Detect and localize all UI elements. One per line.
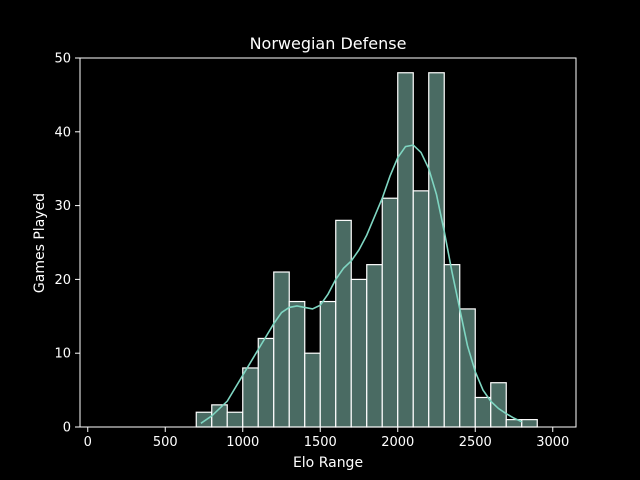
- kde-curve: [200, 144, 523, 424]
- y-axis: 0 10 20 30 40 50: [54, 52, 80, 436]
- histogram-bar: [459, 308, 476, 428]
- histogram-bar: [412, 190, 430, 428]
- histogram-bar: [288, 300, 306, 428]
- y-tick-label: 10: [54, 347, 71, 362]
- histogram-bar: [381, 197, 399, 428]
- histogram-bar: [257, 337, 275, 428]
- histogram-bar: [273, 271, 290, 428]
- histogram-bar: [366, 264, 383, 428]
- histogram-bar: [474, 396, 492, 428]
- histogram-bar: [319, 300, 337, 428]
- x-tick-label: 1500: [304, 435, 337, 450]
- y-tick-label: 20: [54, 273, 71, 288]
- x-axis-label: Elo Range: [293, 455, 363, 471]
- histogram-bar: [490, 382, 507, 428]
- histogram-bar: [521, 419, 538, 428]
- x-axis: 0 500 1000 1500 2000 2500 3000: [84, 427, 569, 450]
- plot-frame: [79, 57, 577, 428]
- x-tick-label: 2500: [459, 435, 492, 450]
- histogram-bar: [443, 264, 461, 428]
- x-tick-label: 3000: [536, 435, 569, 450]
- chart-title: Norwegian Defense: [250, 34, 407, 53]
- histogram-bar: [242, 367, 259, 428]
- x-tick-label: 1000: [226, 435, 259, 450]
- x-tick-label: 2000: [381, 435, 414, 450]
- histogram-bar: [350, 278, 368, 428]
- histogram-bar: [304, 352, 321, 428]
- y-tick-label: 30: [54, 199, 71, 214]
- x-tick-label: 0: [84, 435, 92, 450]
- histogram-bar: [335, 219, 352, 428]
- histogram-bar: [226, 411, 244, 428]
- histogram-bar: [397, 72, 414, 428]
- bars-group: [195, 72, 538, 428]
- histogram-bar: [428, 72, 445, 428]
- y-tick-label: 50: [54, 52, 71, 67]
- y-axis-label: Games Played: [32, 193, 48, 293]
- histogram-bar: [195, 411, 213, 428]
- y-tick-label: 40: [54, 125, 71, 140]
- y-tick-label: 0: [63, 421, 71, 436]
- x-tick-label: 500: [153, 435, 178, 450]
